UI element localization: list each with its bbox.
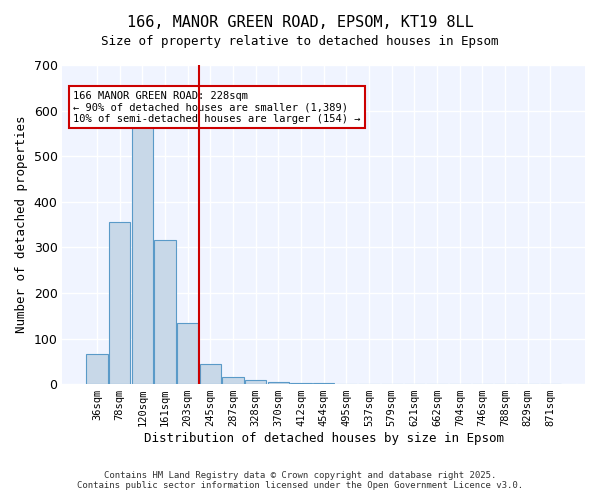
Bar: [131, 124, 153, 384]
Bar: [154, 240, 176, 384]
Bar: [109, 222, 130, 384]
Text: 166 MANOR GREEN ROAD: 228sqm
← 90% of detached houses are smaller (1,389)
10% of: 166 MANOR GREEN ROAD: 228sqm ← 90% of de…: [73, 90, 361, 124]
Bar: [268, 382, 289, 384]
Bar: [177, 322, 199, 384]
Text: 166, MANOR GREEN ROAD, EPSOM, KT19 8LL: 166, MANOR GREEN ROAD, EPSOM, KT19 8LL: [127, 15, 473, 30]
Bar: [86, 354, 108, 384]
Bar: [245, 380, 266, 384]
X-axis label: Distribution of detached houses by size in Epsom: Distribution of detached houses by size …: [144, 432, 504, 445]
Text: Contains HM Land Registry data © Crown copyright and database right 2025.
Contai: Contains HM Land Registry data © Crown c…: [77, 470, 523, 490]
Text: Size of property relative to detached houses in Epsom: Size of property relative to detached ho…: [101, 35, 499, 48]
Bar: [290, 382, 312, 384]
Y-axis label: Number of detached properties: Number of detached properties: [15, 116, 28, 334]
Bar: [222, 377, 244, 384]
Bar: [200, 364, 221, 384]
Bar: [313, 383, 334, 384]
